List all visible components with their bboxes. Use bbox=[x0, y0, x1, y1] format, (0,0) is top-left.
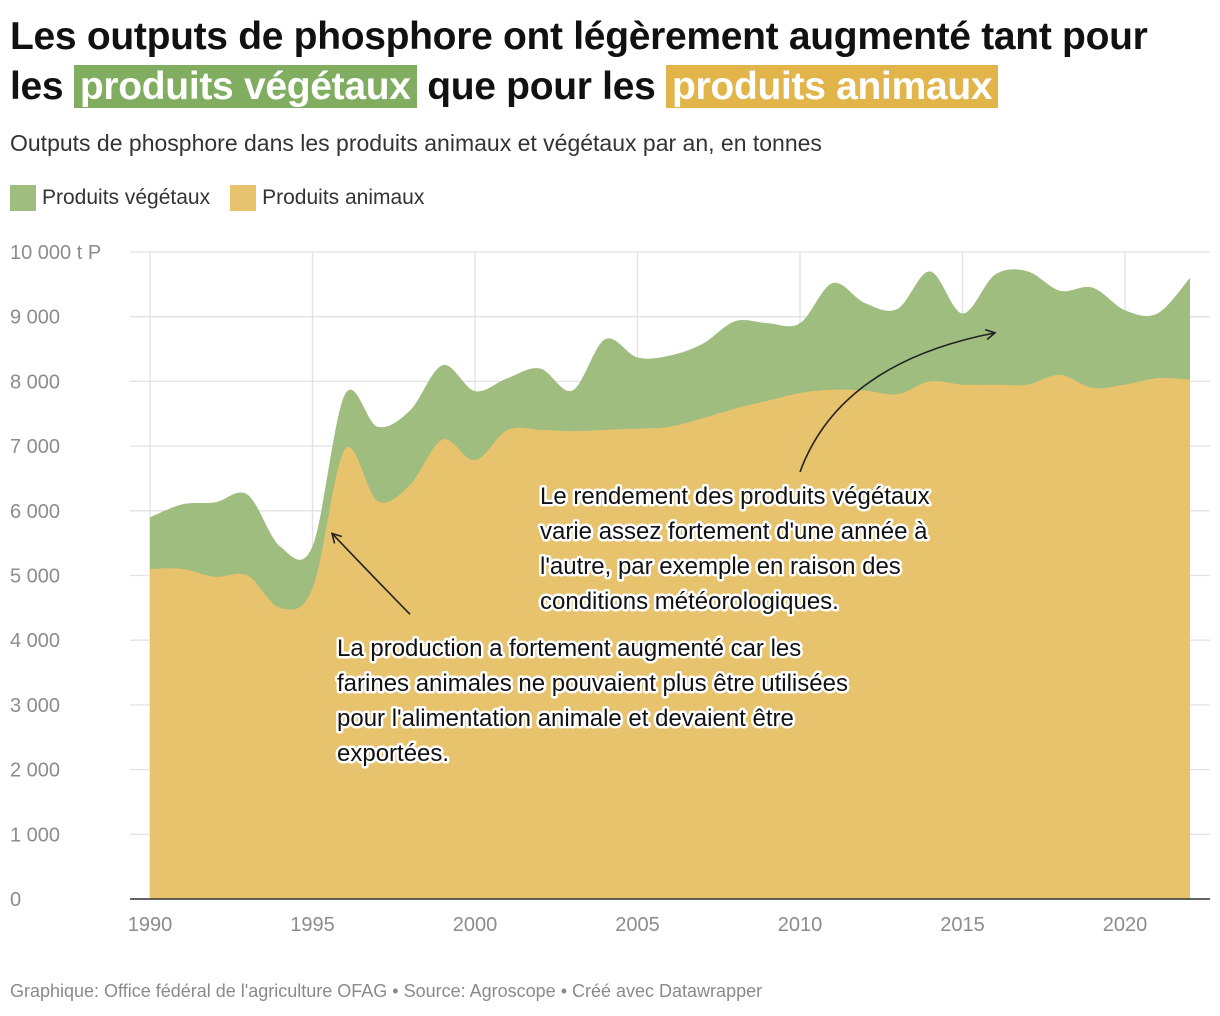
annotation-line: l'autre, par exemple en raison des bbox=[540, 553, 901, 580]
y-tick-label: 0 bbox=[10, 889, 21, 911]
chart-subtitle: Outputs de phosphore dans les produits a… bbox=[10, 130, 822, 156]
annotation-line: pour l'alimentation animale et devaient … bbox=[337, 705, 794, 732]
legend-label-animal: Produits animaux bbox=[262, 186, 425, 209]
title-highlight-animal: produits animaux bbox=[666, 65, 999, 108]
y-tick-label: 10 000 t P bbox=[10, 242, 101, 264]
legend: Produits végétaux Produits animaux bbox=[10, 185, 424, 211]
x-tick-label: 2005 bbox=[615, 914, 660, 936]
x-tick-label: 1995 bbox=[290, 914, 335, 936]
x-tick-label: 2010 bbox=[778, 914, 823, 936]
legend-swatch-animal bbox=[230, 185, 257, 211]
legend-item-vegetal: Produits végétaux bbox=[10, 185, 210, 211]
annotation-line: La production a fortement augmenté car l… bbox=[337, 635, 801, 662]
annotation-arrow bbox=[330, 532, 411, 615]
annotation-line: farines animales ne pouvaient plus être … bbox=[337, 670, 848, 697]
chart-footer: Graphique: Office fédéral de l'agricultu… bbox=[10, 981, 763, 1001]
y-tick-label: 5 000 bbox=[10, 566, 60, 588]
y-tick-label: 3 000 bbox=[10, 695, 60, 717]
x-tick-label: 2015 bbox=[940, 914, 985, 936]
legend-item-animal: Produits animaux bbox=[230, 185, 424, 211]
annotation-line: conditions météorologiques. bbox=[540, 588, 839, 615]
x-tick-label: 1990 bbox=[128, 914, 173, 936]
y-tick-label: 9 000 bbox=[10, 307, 60, 329]
area-series-animal bbox=[150, 374, 1190, 899]
y-tick-label: 7 000 bbox=[10, 436, 60, 458]
annotation-line: Le rendement des produits végétaux bbox=[540, 483, 930, 510]
legend-label-vegetal: Produits végétaux bbox=[42, 186, 211, 209]
title-part-2: que pour les bbox=[416, 65, 667, 108]
legend-swatch-vegetal bbox=[10, 185, 36, 211]
annotation-line: exportées. bbox=[337, 740, 449, 767]
annotation-text: Le rendement des produits végétaux varie … bbox=[540, 483, 930, 615]
annotation-text: La production a fortement augmenté car l… bbox=[337, 635, 848, 767]
annotation-line: varie assez fortement d'une année à bbox=[540, 518, 928, 545]
y-tick-label: 8 000 bbox=[10, 371, 60, 393]
title-highlight-vegetal: produits végétaux bbox=[73, 65, 417, 108]
chart-title: Les outputs de phosphore ont légèrement … bbox=[10, 12, 1210, 112]
y-tick-label: 2 000 bbox=[10, 760, 60, 782]
x-tick-label: 2020 bbox=[1103, 914, 1148, 936]
x-tick-label: 2000 bbox=[453, 914, 498, 936]
y-tick-label: 6 000 bbox=[10, 501, 60, 523]
annotation-arrow bbox=[799, 328, 997, 473]
y-tick-label: 4 000 bbox=[10, 630, 60, 652]
y-tick-label: 1 000 bbox=[10, 824, 60, 846]
title-part-1: Les outputs de phosphore ont légèrement … bbox=[10, 15, 1148, 108]
